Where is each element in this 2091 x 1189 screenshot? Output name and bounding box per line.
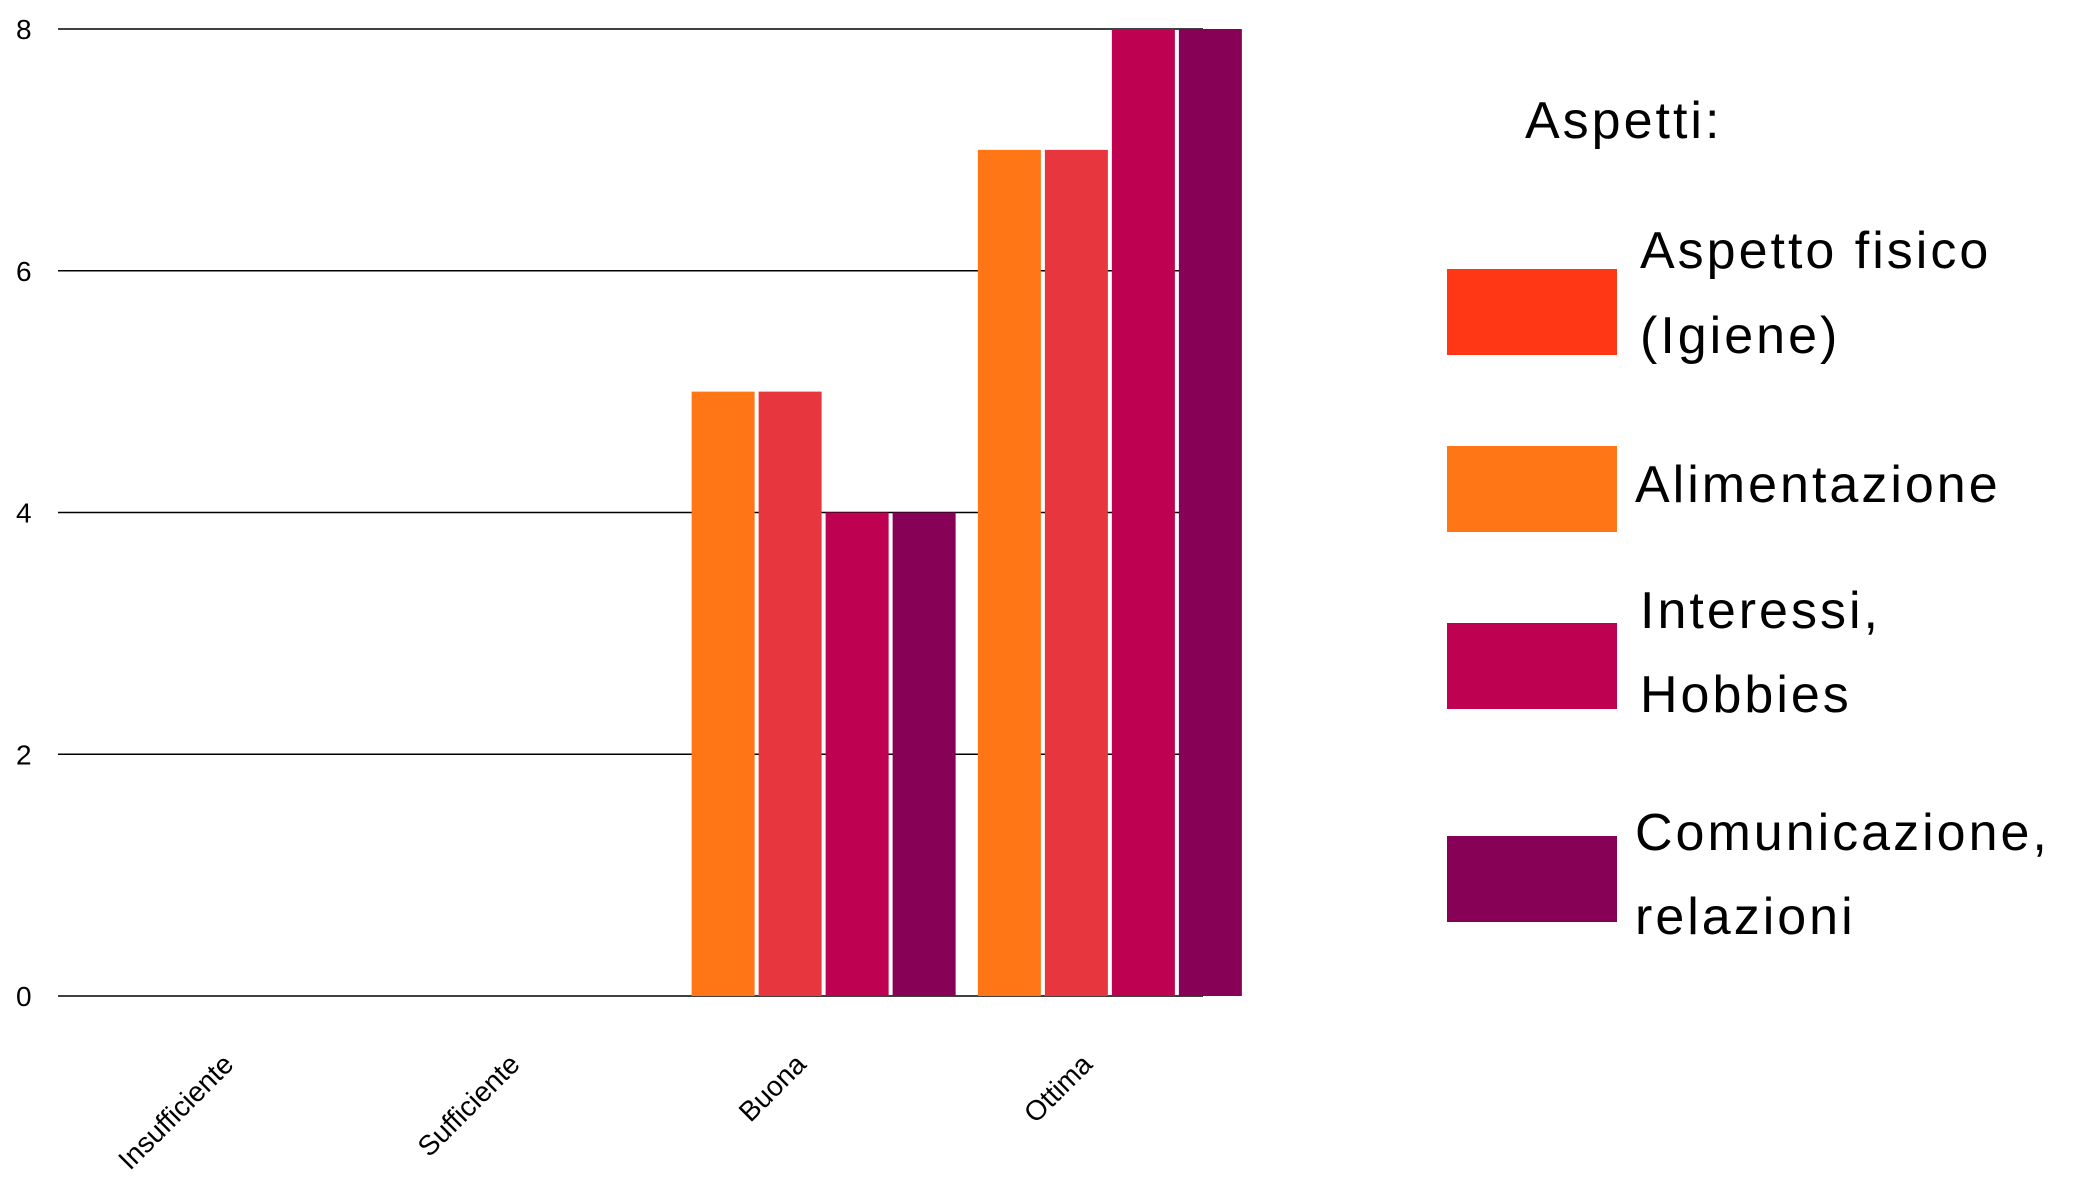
bar-buona-series-3 (825, 512, 889, 996)
legend-swatch (1447, 269, 1617, 355)
bars (691, 29, 1242, 996)
bar-buona-series-1 (691, 391, 755, 996)
bar-buona-series-4 (892, 512, 956, 996)
legend-label: Interessi, (1640, 582, 1881, 640)
x-category-label: Sufficiente (412, 1048, 526, 1162)
x-category-label: Insufficiente (112, 1048, 239, 1175)
y-axis-ticks: 0 2 4 6 8 (16, 14, 32, 1012)
legend-label: Aspetto fisico (1640, 222, 1991, 280)
legend-label: Hobbies (1640, 666, 1852, 724)
legend-label: (Igiene) (1640, 307, 1840, 365)
x-category-label: Ottima (1018, 1048, 1099, 1129)
y-tick-label: 2 (16, 739, 32, 770)
legend-swatch (1447, 836, 1617, 922)
bar-ottima-series-4 (1178, 29, 1242, 996)
bar-ottima-series-3 (1111, 29, 1175, 996)
y-tick-label: 6 (16, 256, 32, 287)
legend-label: relazioni (1635, 888, 1856, 946)
y-tick-label: 8 (16, 14, 32, 45)
bar-buona-series-2 (758, 391, 822, 996)
legend: Aspetti: Aspetto fisico (Igiene) Alimentaz… (1447, 92, 2050, 946)
bar-ottima-series-2 (1044, 149, 1108, 996)
y-tick-label: 4 (16, 498, 32, 529)
x-axis-categories: Insufficiente Sufficiente Buona Ottima (112, 1048, 1098, 1176)
bar-ottima-series-1 (977, 149, 1041, 996)
legend-label: Alimentazione (1635, 456, 2001, 514)
legend-swatch (1447, 623, 1617, 709)
legend-title: Aspetti: (1525, 92, 1722, 150)
legend-swatch (1447, 446, 1617, 532)
legend-label: Comunicazione, (1635, 804, 2050, 862)
y-tick-label: 0 (16, 981, 32, 1012)
x-category-label: Buona (733, 1048, 812, 1127)
